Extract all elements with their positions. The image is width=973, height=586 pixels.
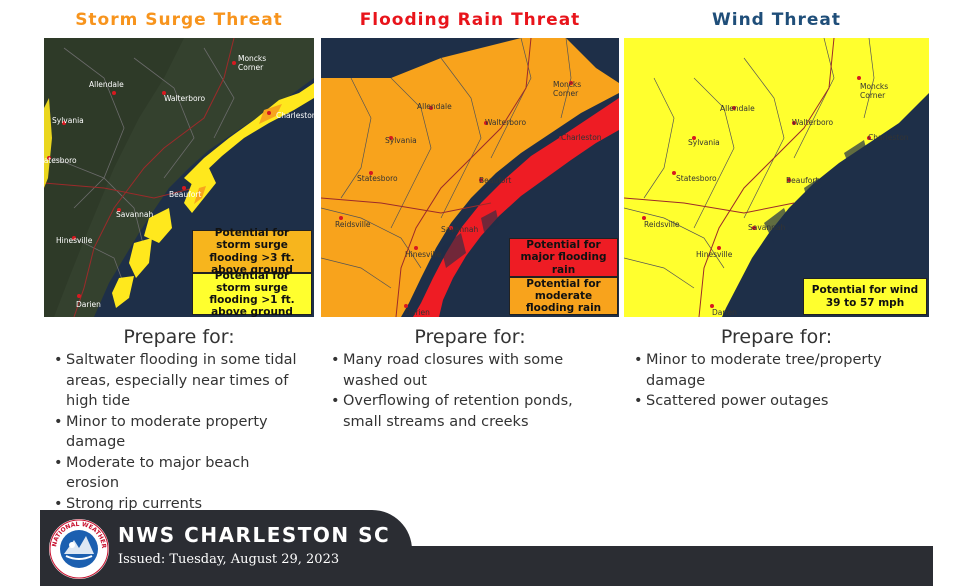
flood-prepare-title: Prepare for:: [414, 326, 526, 348]
flooding-rain-map: Moncks Corner Allendale Walterboro Charl…: [321, 38, 619, 317]
city-label: Savannah: [748, 223, 786, 232]
city-label: Hinesville: [696, 250, 733, 259]
city-label: Darien: [76, 300, 101, 309]
wind-threat-map: Moncks Corner Allendale Walterboro Charl…: [624, 38, 929, 317]
city-label: Darien: [712, 308, 737, 317]
flood-legend-moderate: Potential for moderate flooding rain: [509, 277, 618, 315]
storm-surge-title: Storm Surge Threat: [75, 10, 283, 30]
list-item: Overflowing of retention ponds, small st…: [331, 391, 611, 432]
surge-legend-high: Potential for storm surge flooding >3 ft…: [192, 227, 312, 276]
city-label: Statesboro: [676, 174, 717, 183]
footer-issued-date: Issued: Tuesday, August 29, 2023: [118, 552, 340, 567]
footer-banner: NATIONAL WEATHER SERVICE NWS CHARLESTON …: [40, 510, 933, 586]
city-label: Statesboro: [44, 156, 77, 165]
city-label: Darien: [405, 308, 430, 317]
city-label: Savannah: [441, 225, 479, 234]
city-label: Charleston: [868, 133, 909, 142]
city-label: Savannah: [116, 210, 154, 219]
city-label: Beaufort: [169, 190, 202, 199]
list-item: Minor to moderate tree/property damage: [634, 350, 924, 391]
wind-threat-map-graphic: [624, 38, 929, 317]
city-label: Hinesville: [56, 236, 93, 245]
footer-title: NWS CHARLESTON SC: [118, 523, 391, 547]
city-label: Reidsville: [335, 220, 371, 229]
city-label: Reidsville: [644, 220, 680, 229]
city-label: Moncks Corner: [238, 54, 267, 72]
wind-prepare-list: Minor to moderate tree/property damage S…: [634, 350, 924, 412]
surge-legend-low: Potential for storm surge flooding >1 ft…: [192, 270, 312, 317]
surge-prepare-list: Saltwater flooding in some tidal areas, …: [54, 350, 304, 514]
storm-surge-map-graphic: [44, 38, 314, 317]
list-item: Many road closures with some washed out: [331, 350, 611, 391]
city-label: Walterboro: [485, 118, 527, 127]
city-label: Walterboro: [164, 94, 206, 103]
list-item: Minor to moderate property damage: [54, 412, 304, 453]
wind-prepare-title: Prepare for:: [720, 326, 833, 348]
city-label: Beaufort: [479, 176, 512, 185]
city-label: Charleston: [561, 133, 602, 142]
city-label: Hinesville: [405, 250, 442, 259]
city-label: Moncks Corner: [860, 82, 889, 100]
city-label: Sylvania: [688, 138, 720, 147]
city-label: Allendale: [720, 104, 755, 113]
list-item: Moderate to major beach erosion: [54, 453, 304, 494]
list-item: Strong rip currents: [54, 494, 304, 515]
city-label: Charleston: [276, 111, 314, 120]
city-label: Statesboro: [357, 174, 398, 183]
nws-logo-icon: NATIONAL WEATHER SERVICE: [48, 518, 109, 579]
city-label: Allendale: [89, 80, 124, 89]
city-label: Sylvania: [52, 116, 84, 125]
city-label: Sylvania: [385, 136, 417, 145]
flood-prepare-list: Many road closures with some washed out …: [331, 350, 611, 432]
flood-legend-major: Potential for major flooding rain: [509, 238, 618, 277]
city-label: Beaufort: [786, 176, 819, 185]
surge-prepare-title: Prepare for:: [123, 326, 235, 348]
list-item: Saltwater flooding in some tidal areas, …: [54, 350, 304, 412]
storm-surge-map: Moncks Corner Allendale Walterboro Charl…: [44, 38, 314, 317]
city-label: Walterboro: [792, 118, 834, 127]
wind-threat-title: Wind Threat: [712, 10, 841, 30]
city-label: Moncks Corner: [553, 80, 582, 98]
flooding-rain-title: Flooding Rain Threat: [359, 10, 581, 30]
city-label: Allendale: [417, 102, 452, 111]
list-item: Scattered power outages: [634, 391, 924, 412]
wind-legend: Potential for wind 39 to 57 mph: [803, 278, 927, 315]
